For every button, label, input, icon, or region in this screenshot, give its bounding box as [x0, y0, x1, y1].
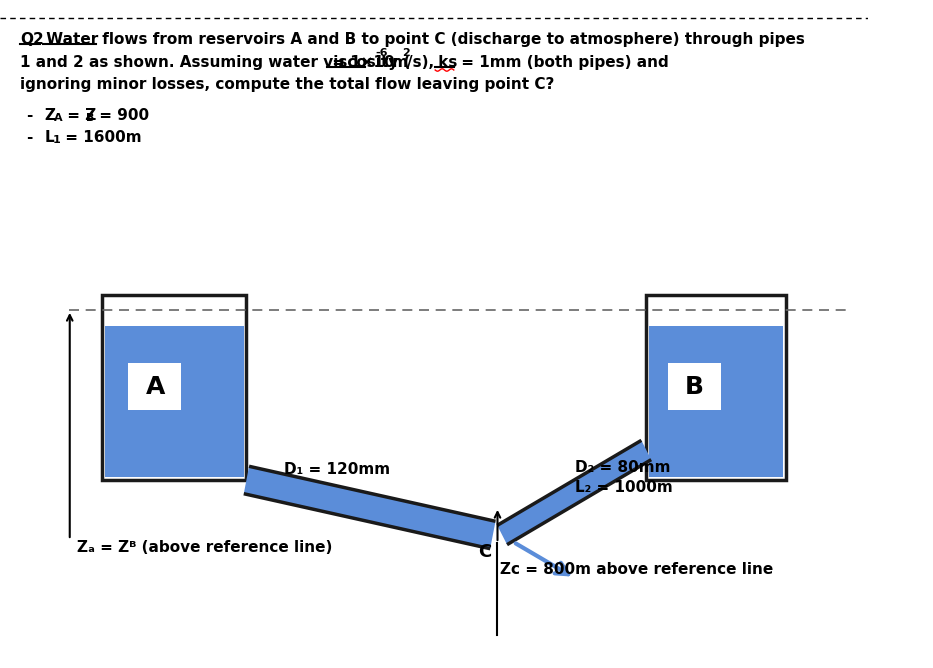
Text: Z: Z: [45, 108, 56, 123]
Text: /s),: /s),: [408, 55, 435, 70]
Text: B: B: [685, 375, 704, 399]
Text: = Z: = Z: [63, 108, 96, 123]
Text: A: A: [146, 375, 165, 399]
Text: Zₐ = Zᴮ (above reference line): Zₐ = Zᴮ (above reference line): [77, 540, 332, 555]
Text: = 1600m: = 1600m: [60, 130, 141, 145]
FancyBboxPatch shape: [105, 298, 244, 326]
Text: Water: Water: [41, 32, 98, 47]
Text: L: L: [45, 130, 54, 145]
Text: 1: 1: [53, 135, 61, 145]
Text: Q2: Q2: [21, 32, 44, 47]
Text: -6: -6: [376, 48, 388, 58]
FancyBboxPatch shape: [668, 363, 720, 410]
Text: ignoring minor losses, compute the total flow leaving point C?: ignoring minor losses, compute the total…: [21, 77, 555, 92]
FancyBboxPatch shape: [129, 363, 181, 410]
FancyBboxPatch shape: [649, 298, 783, 326]
Text: 2: 2: [402, 48, 410, 58]
Text: = 1×10: = 1×10: [327, 55, 395, 70]
Text: = 900: = 900: [94, 108, 149, 123]
Text: L₂ = 1000m: L₂ = 1000m: [575, 480, 673, 495]
Text: -: -: [26, 108, 33, 123]
FancyArrowPatch shape: [516, 543, 568, 574]
FancyBboxPatch shape: [649, 298, 783, 477]
Text: 1 and 2 as shown. Assuming water viscosity (: 1 and 2 as shown. Assuming water viscosi…: [21, 55, 411, 70]
Text: flows from reservoirs A and B to point C (discharge to atmosphere) through pipes: flows from reservoirs A and B to point C…: [97, 32, 804, 47]
Polygon shape: [244, 466, 495, 548]
Text: A: A: [54, 113, 63, 123]
Text: m: m: [387, 55, 408, 70]
Text: = 1mm (both pipes) and: = 1mm (both pipes) and: [455, 55, 668, 70]
Text: Zᴄ = 800m above reference line: Zᴄ = 800m above reference line: [500, 562, 773, 577]
Polygon shape: [497, 440, 651, 544]
Text: D₁ = 120mm: D₁ = 120mm: [284, 462, 390, 477]
Text: D₂ = 80mm: D₂ = 80mm: [575, 460, 670, 475]
Text: B: B: [87, 113, 95, 123]
Text: ks: ks: [433, 55, 458, 70]
Text: C: C: [478, 543, 491, 561]
FancyBboxPatch shape: [105, 298, 244, 477]
Text: -: -: [26, 130, 33, 145]
